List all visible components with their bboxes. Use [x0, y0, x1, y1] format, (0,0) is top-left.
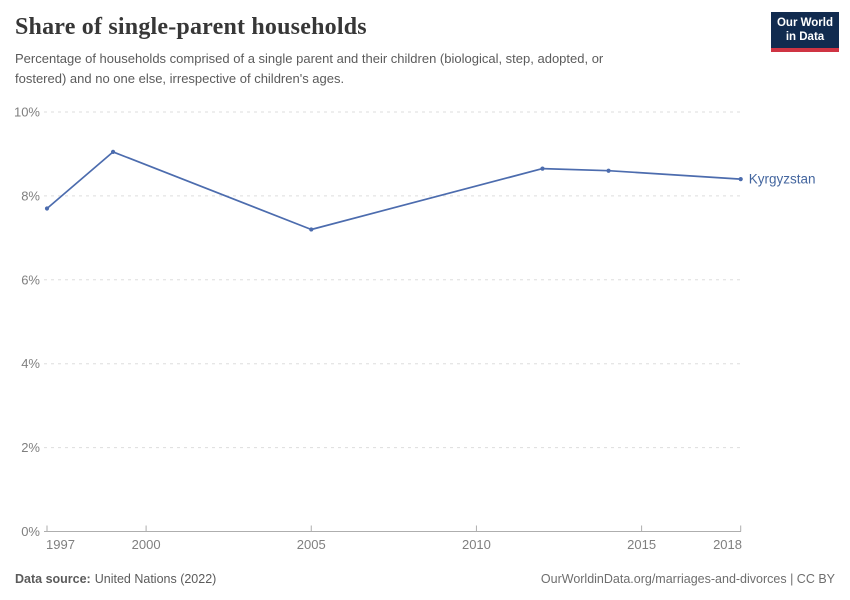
owid-logo: Our World in Data — [771, 12, 839, 52]
owid-logo-line2: in Data — [785, 31, 825, 43]
x-axis-tick-label: 2010 — [462, 537, 491, 552]
attribution: OurWorldinData.org/marriages-and-divorce… — [540, 572, 835, 586]
data-point-2012[interactable] — [540, 166, 545, 171]
y-axis-tick-label: 0% — [21, 524, 40, 539]
data-source-value: United Nations (2022) — [94, 572, 217, 586]
data-source-label: Data source: — [15, 572, 91, 586]
x-axis-tick-label: 2018 — [713, 537, 742, 552]
y-axis-tick-label: 6% — [21, 272, 40, 287]
data-point-1999[interactable] — [110, 149, 116, 154]
line-series-kyrgyzstan[interactable] — [46, 151, 742, 231]
x-axis-tick-label: 2000 — [132, 537, 161, 552]
x-axis-tick-label: 2005 — [297, 537, 326, 552]
y-axis-tick-label: 2% — [21, 440, 40, 455]
y-axis-tick-label: 4% — [21, 356, 40, 371]
series-end-label[interactable]: Kyrgyzstan — [749, 172, 816, 187]
y-axis-tick-label: 10% — [14, 105, 40, 120]
owid-logo-line1: Our World — [776, 16, 833, 29]
x-axis-tick-label: 2015 — [627, 537, 656, 552]
data-point-2014[interactable] — [606, 168, 611, 173]
data-point-1997[interactable] — [44, 206, 50, 211]
data-source: Data source: United Nations (2022) — [15, 572, 216, 586]
x-axis-tick-label: 1997 — [46, 537, 75, 552]
data-point-2018[interactable] — [738, 177, 743, 182]
page-title: Share of single-parent households — [15, 14, 367, 40]
chart-subtitle: Percentage of households comprised of a … — [15, 51, 604, 86]
chart-header: Share of single-parent households Percen… — [15, 14, 715, 88]
data-point-2005[interactable] — [309, 227, 314, 232]
chart-footer: Data source: United Nations (2022) OurWor… — [15, 572, 835, 586]
y-axis-tick-label: 8% — [21, 188, 40, 203]
